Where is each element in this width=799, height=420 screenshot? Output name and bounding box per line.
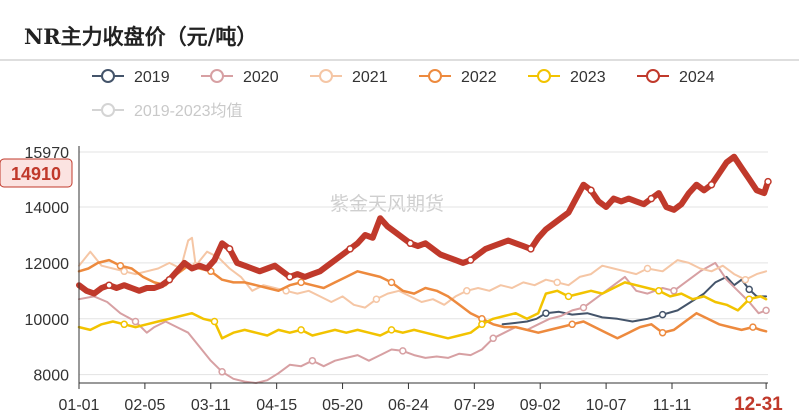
badge-box [0, 158, 73, 188]
series-line-2024 [76, 153, 771, 297]
x-tick-label: 04-15 [256, 397, 297, 414]
series-point-2023 [564, 292, 573, 301]
badge-value: 14910 [11, 164, 61, 184]
series-point-2024 [466, 256, 475, 264]
series-point-2020 [218, 368, 226, 376]
series-point-2022 [568, 320, 576, 329]
legend-marker-2022 [428, 69, 442, 83]
series-point-2020 [489, 334, 497, 343]
watermark: 紫金天风期货 [330, 193, 444, 215]
series-point-2019 [745, 285, 753, 294]
current-value-badge: 14910 [0, 158, 73, 188]
series-point-2023 [745, 295, 753, 303]
series-point-2021 [463, 287, 471, 295]
series-point-2023 [210, 317, 219, 326]
x-tick-label: 11-11 [653, 397, 692, 414]
legend-label-2023[interactable]: 2023 [570, 69, 606, 86]
series-point-2023 [120, 320, 128, 329]
series-point-2019 [542, 309, 550, 317]
legend-label-2021[interactable]: 2021 [352, 69, 388, 86]
legend-marker-2020 [210, 69, 224, 83]
x-tick-label: 09-02 [520, 397, 561, 414]
series-point-2024 [587, 186, 595, 195]
series-line-2023 [77, 281, 768, 340]
series-point-2023 [655, 287, 663, 295]
legend-label-2019-2023均值[interactable]: 2019-2023均值 [134, 102, 243, 120]
chart-title: NR主力收盘价（元/吨） [24, 24, 257, 49]
legend-marker-2019 [101, 69, 115, 83]
series-group [76, 153, 772, 384]
legend-label-2024[interactable]: 2024 [679, 69, 715, 86]
series-point-2022 [387, 278, 396, 287]
series-point-2021 [741, 275, 750, 284]
series-point-2023 [387, 326, 396, 334]
series-point-2022 [749, 323, 757, 331]
series-point-2020 [399, 347, 407, 355]
legend-marker-2021 [319, 69, 333, 83]
legend-label-2022[interactable]: 2022 [461, 69, 497, 86]
x-tick-label: 03-11 [191, 397, 231, 414]
legend-marker-2024 [646, 69, 660, 83]
x-tick-label: 12-31 [734, 394, 783, 415]
series-point-2024 [707, 180, 716, 189]
x-tick-label: 01-01 [59, 397, 100, 414]
series-point-2020 [131, 317, 140, 326]
series-line-2020 [78, 261, 768, 384]
series-point-2022 [297, 278, 305, 287]
series-point-2021 [372, 295, 381, 303]
series-point-2022 [116, 261, 125, 270]
series-point-2021 [553, 278, 561, 287]
y-tick-label: 8000 [33, 368, 69, 385]
axes: 01-01 02-05 03-11 04-15 05-20 06-24 07-29 09-02… [59, 146, 783, 415]
series-point-2024 [406, 239, 415, 248]
series-point-2023 [297, 326, 305, 334]
legend-marker-2023 [537, 69, 551, 83]
y-tick-label: 12000 [25, 256, 70, 273]
grid: 8000 10000 12000 14000 15970 [25, 145, 768, 385]
series-point-2022 [658, 328, 667, 337]
series-point-2020 [670, 287, 678, 295]
x-tick-label: 06-24 [388, 397, 429, 414]
x-tick-label: 02-05 [124, 397, 165, 414]
series-point-2024 [647, 194, 656, 203]
x-tick-label: 05-20 [322, 397, 363, 414]
series-point-2024 [165, 275, 174, 284]
legend-label-2020[interactable]: 2020 [243, 69, 279, 86]
series-point-2021 [643, 264, 652, 273]
x-tick-label: 10-07 [586, 397, 627, 414]
series-point-2024 [346, 245, 354, 253]
series-point-2020 [308, 356, 317, 365]
series-point-2020 [579, 303, 588, 312]
y-tick-label: 15970 [25, 145, 70, 162]
legend-marker-2019-2023均值 [101, 103, 115, 117]
series-point-2023 [478, 320, 486, 329]
y-tick-label: 14000 [25, 200, 70, 217]
series-point-2024 [286, 273, 294, 281]
series-line-2021 [78, 236, 768, 309]
series-point-2021 [120, 267, 128, 276]
series-point-2024 [105, 281, 113, 289]
series-point-2024 [764, 177, 772, 186]
series-point-2024 [225, 245, 234, 253]
series-point-2024 [527, 245, 535, 253]
y-tick-label: 10000 [25, 312, 70, 329]
x-tick-label: 07-29 [454, 397, 495, 414]
series-point-2019 [658, 310, 667, 319]
legend-label-2019[interactable]: 2019 [134, 69, 170, 86]
legend: 2019 2020 2021 2022 2023 2024 2019-2023均值 [92, 69, 715, 120]
series-point-2020 [762, 306, 770, 315]
